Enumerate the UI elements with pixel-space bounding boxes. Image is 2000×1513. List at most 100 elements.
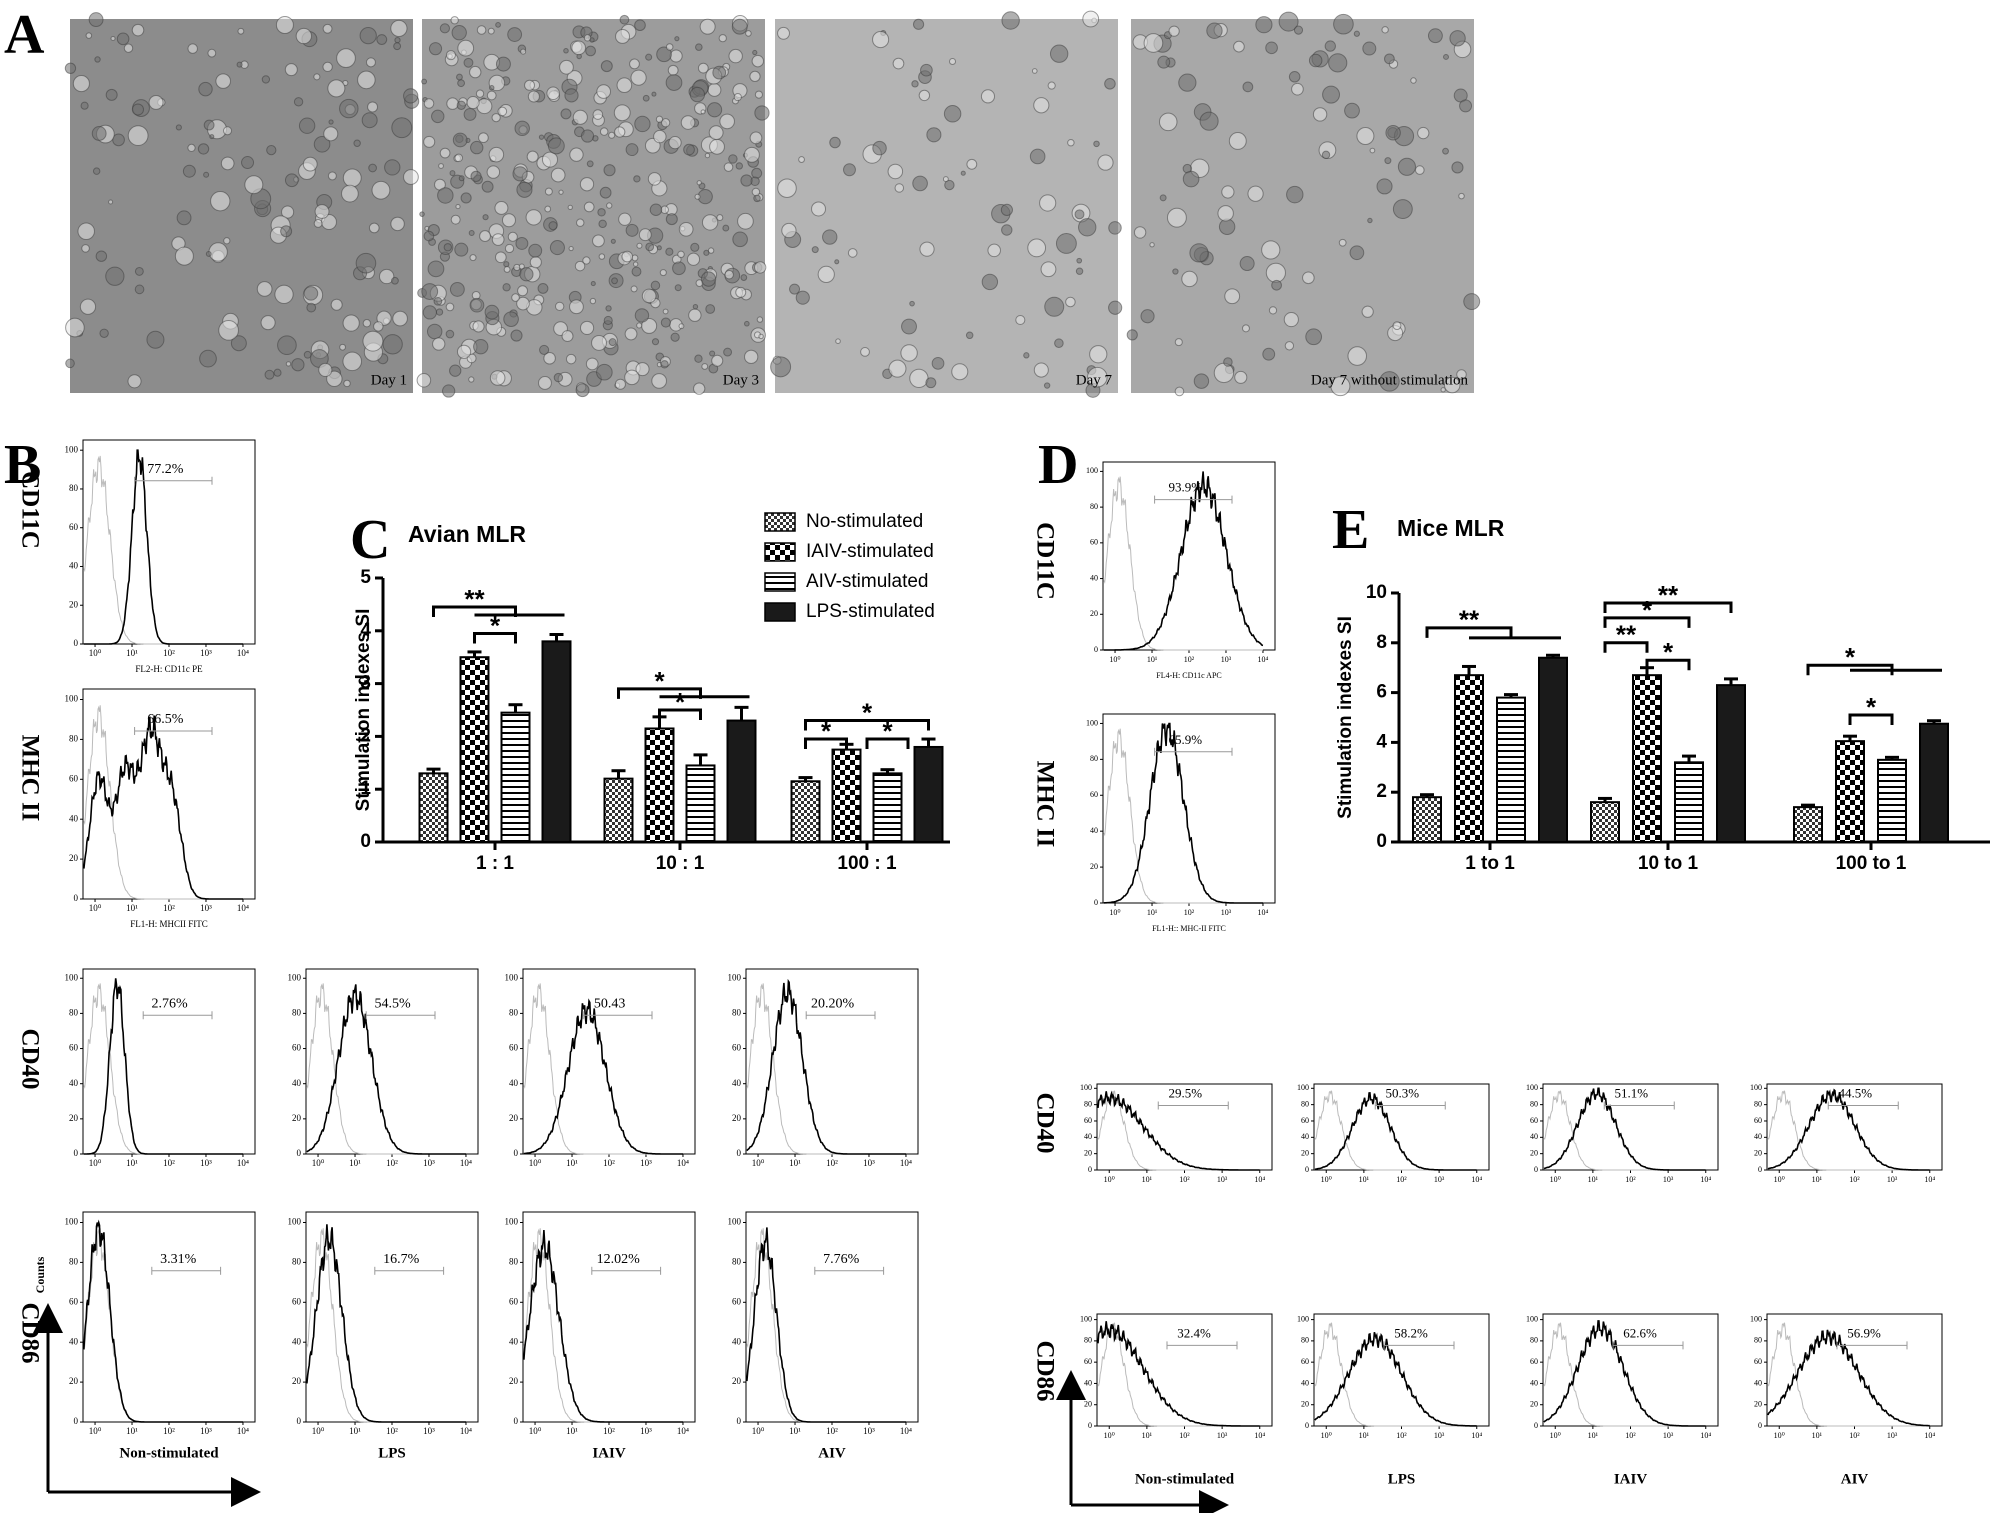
cell [336, 48, 356, 68]
x-tick-label: 10² [163, 903, 175, 913]
bar [1877, 758, 1907, 844]
x-tick-label: 100 to 1 [1836, 853, 1907, 874]
cell [1312, 107, 1328, 122]
x-tick-label: 10⁰ [752, 1158, 765, 1168]
cell [495, 56, 511, 72]
histogram-curve [1314, 1092, 1477, 1171]
cell [603, 164, 616, 177]
y-tick-label: 40 [69, 1336, 79, 1346]
cell [437, 187, 454, 204]
cell [546, 86, 560, 101]
cell [596, 363, 613, 381]
cell [948, 57, 957, 65]
cell [674, 36, 680, 42]
cell [1427, 28, 1443, 44]
channel-label: FL2-H: CD11c PE [135, 664, 203, 674]
cell [134, 284, 145, 295]
bar [1716, 684, 1746, 843]
cell [463, 107, 477, 121]
x-tick-label: 10¹ [1359, 1431, 1370, 1440]
cell [740, 174, 753, 187]
cell [1302, 271, 1315, 285]
x-tick-label: 10⁴ [1700, 1431, 1711, 1440]
cell [1442, 147, 1449, 155]
cell [665, 213, 678, 226]
cell [900, 344, 918, 362]
x-tick-label: 10 : 1 [656, 853, 705, 874]
cell [203, 119, 215, 131]
cell [722, 224, 730, 232]
cell [605, 305, 612, 312]
y-tick-label: 60 [69, 1043, 79, 1053]
cell [353, 139, 361, 147]
cell [912, 175, 928, 192]
cell [123, 43, 134, 53]
cell [834, 259, 840, 265]
cell [1361, 305, 1374, 318]
y-tick-label: 40 [1754, 1378, 1762, 1387]
y-tick-label: 60 [1301, 1116, 1309, 1125]
histogram-curve [1543, 1320, 1706, 1427]
x-tick-label: 10¹ [1142, 1431, 1153, 1440]
x-tick-label: 10¹ [566, 1426, 578, 1436]
cell [642, 94, 650, 102]
y-tick-label: 60 [1301, 1357, 1309, 1366]
cell [1344, 102, 1360, 119]
cell [306, 302, 317, 313]
cell [674, 284, 682, 292]
cell [553, 372, 564, 383]
cell [458, 175, 465, 182]
bar [872, 772, 903, 843]
cell [368, 222, 380, 234]
cell [503, 311, 519, 327]
cell [708, 125, 724, 141]
y-tick-label: 20 [292, 1113, 302, 1123]
cell [357, 70, 376, 90]
cell [608, 338, 617, 347]
x-tick-label: 10⁴ [460, 1158, 472, 1168]
cell [176, 210, 192, 226]
cell [303, 286, 319, 301]
cell [653, 129, 667, 144]
cell [373, 321, 384, 332]
y-tick-label: 20 [1090, 862, 1098, 871]
x-tick-label: 10³ [863, 1426, 875, 1436]
cell [1291, 82, 1304, 96]
cell [85, 32, 93, 39]
cell [403, 88, 419, 104]
histogram-curve [523, 1230, 683, 1423]
cell [1456, 369, 1467, 380]
cell [560, 108, 572, 120]
cell [624, 369, 640, 386]
y-tick-label: 40 [1530, 1132, 1538, 1141]
cell [1031, 68, 1038, 74]
x-tick-label: 10² [826, 1158, 838, 1168]
y-tick-label: 60 [732, 1296, 742, 1306]
y-tick-label: 2 [360, 725, 371, 746]
cell [491, 113, 501, 123]
cell [327, 79, 346, 98]
marker-label: CD40 [1031, 1092, 1058, 1153]
cell [431, 109, 445, 124]
cell [486, 90, 497, 101]
cell [697, 62, 709, 74]
y-tick-label: 100 [1297, 1083, 1309, 1092]
cell [1027, 238, 1047, 258]
cell [707, 83, 722, 97]
bar [500, 711, 531, 844]
x-tick-label: 10⁰ [1104, 1431, 1115, 1440]
marker-label: MHC II [1031, 761, 1058, 848]
y-tick-label: 40 [69, 1078, 79, 1088]
y-tick-label: 20 [509, 1376, 519, 1386]
gate-percent: 58.2% [1394, 1325, 1428, 1340]
cell [182, 164, 196, 178]
cell [1029, 148, 1046, 165]
cell [709, 138, 725, 155]
marker-label: MHC II [16, 735, 43, 822]
cell [421, 283, 439, 300]
x-tick-label: 10¹ [126, 1158, 138, 1168]
cell [677, 250, 685, 259]
cell [261, 75, 271, 84]
cell [342, 168, 362, 188]
x-tick-label: 10⁰ [89, 648, 102, 658]
